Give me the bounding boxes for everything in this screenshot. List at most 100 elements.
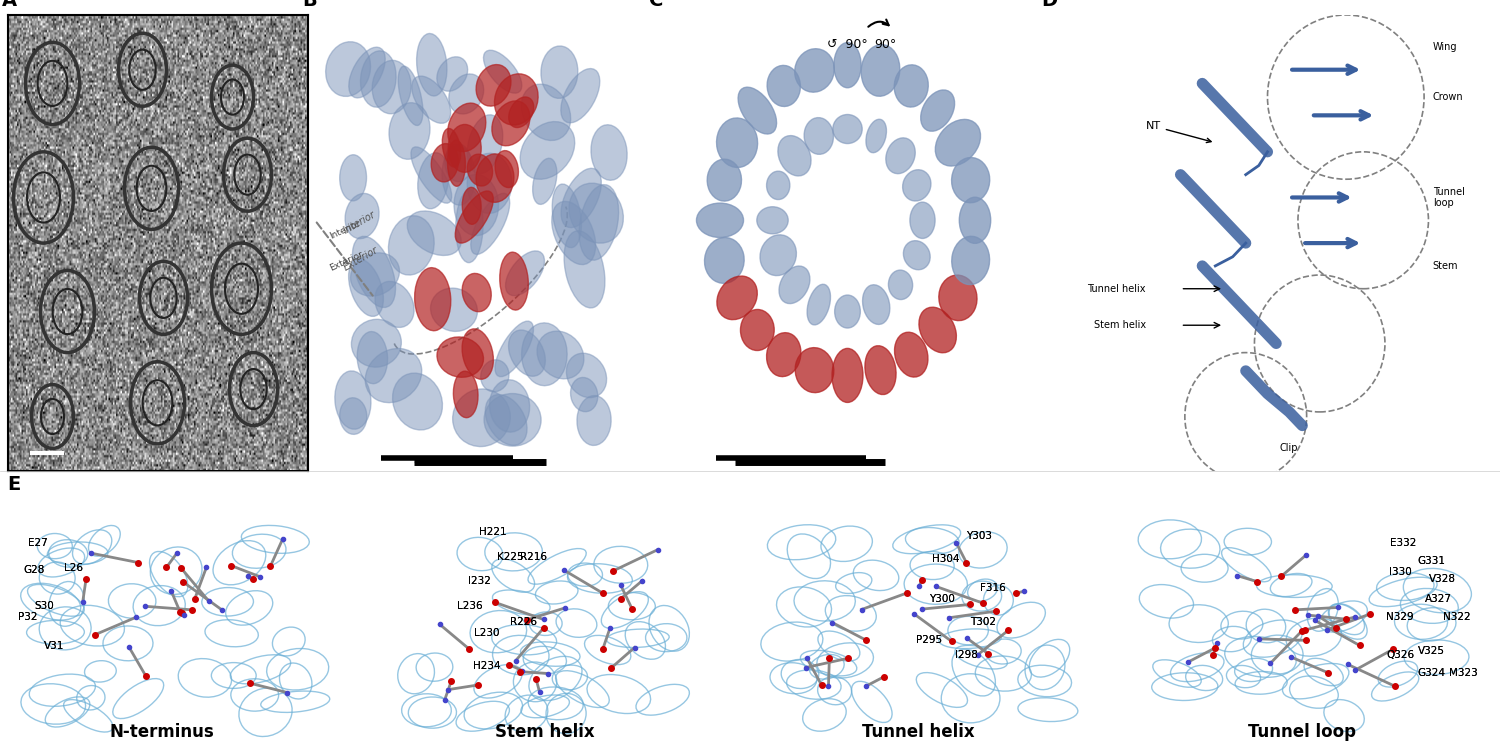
Text: K225: K225: [496, 551, 523, 562]
Ellipse shape: [348, 259, 384, 316]
Text: R216: R216: [520, 551, 548, 562]
Ellipse shape: [561, 69, 600, 123]
Ellipse shape: [522, 323, 567, 386]
Ellipse shape: [398, 67, 423, 126]
Text: A327: A327: [1425, 594, 1452, 604]
Ellipse shape: [372, 61, 411, 114]
Text: V325: V325: [1418, 646, 1444, 656]
Ellipse shape: [506, 251, 544, 295]
Text: B: B: [302, 0, 316, 10]
Text: I232: I232: [468, 576, 490, 586]
Text: Wing: Wing: [1432, 42, 1458, 52]
Text: Y303: Y303: [966, 531, 993, 542]
Ellipse shape: [833, 114, 862, 144]
Ellipse shape: [453, 389, 510, 447]
Text: Tunnel
loop: Tunnel loop: [1432, 187, 1464, 208]
Ellipse shape: [442, 146, 476, 205]
Ellipse shape: [436, 57, 468, 91]
Ellipse shape: [804, 117, 834, 154]
Ellipse shape: [480, 360, 508, 392]
Text: H234: H234: [472, 661, 500, 672]
Ellipse shape: [456, 190, 483, 263]
Ellipse shape: [921, 90, 954, 131]
Ellipse shape: [388, 215, 433, 275]
Ellipse shape: [430, 144, 459, 182]
Text: L26: L26: [63, 562, 82, 573]
Ellipse shape: [717, 276, 758, 319]
Text: Interior: Interior: [342, 209, 378, 236]
Text: N322: N322: [1443, 612, 1470, 622]
Ellipse shape: [339, 155, 366, 201]
Ellipse shape: [951, 158, 990, 203]
Ellipse shape: [766, 333, 801, 376]
Text: Crown: Crown: [1432, 92, 1464, 102]
Text: K225: K225: [496, 551, 523, 562]
Text: M323: M323: [1449, 668, 1478, 678]
Text: NT: NT: [1146, 121, 1210, 143]
Ellipse shape: [542, 46, 578, 99]
Ellipse shape: [910, 202, 934, 239]
Ellipse shape: [447, 103, 486, 152]
Ellipse shape: [414, 268, 452, 331]
Text: E27: E27: [27, 538, 48, 548]
Text: Interior: Interior: [328, 218, 362, 241]
Ellipse shape: [834, 295, 861, 328]
Text: A327: A327: [1425, 594, 1452, 604]
Ellipse shape: [862, 285, 889, 325]
Ellipse shape: [570, 378, 598, 411]
Ellipse shape: [920, 307, 957, 353]
Ellipse shape: [834, 43, 861, 88]
Text: P295: P295: [916, 634, 942, 645]
Ellipse shape: [484, 393, 542, 446]
Ellipse shape: [468, 114, 502, 174]
Ellipse shape: [951, 236, 990, 284]
Ellipse shape: [522, 84, 570, 141]
Text: H221: H221: [480, 527, 507, 537]
Ellipse shape: [888, 270, 912, 299]
Ellipse shape: [430, 288, 477, 331]
Ellipse shape: [351, 253, 399, 296]
Text: I330: I330: [1389, 567, 1411, 577]
Text: Q326: Q326: [1386, 650, 1414, 660]
Ellipse shape: [552, 201, 596, 265]
Ellipse shape: [417, 34, 447, 96]
Ellipse shape: [903, 241, 930, 270]
Ellipse shape: [351, 319, 402, 367]
Ellipse shape: [939, 275, 976, 321]
Text: I330: I330: [1389, 567, 1411, 577]
Text: T302: T302: [970, 616, 996, 627]
Ellipse shape: [486, 395, 526, 445]
Ellipse shape: [454, 191, 494, 243]
Ellipse shape: [894, 65, 928, 107]
Text: T302: T302: [970, 616, 996, 627]
Ellipse shape: [442, 129, 460, 167]
Ellipse shape: [462, 274, 492, 312]
Text: M323: M323: [1449, 668, 1478, 678]
Text: F316: F316: [980, 583, 1006, 593]
Ellipse shape: [495, 150, 519, 188]
Text: N-terminus: N-terminus: [110, 723, 214, 741]
Text: Y300: Y300: [930, 594, 956, 604]
Ellipse shape: [350, 47, 386, 98]
Text: G331: G331: [1418, 556, 1446, 566]
Ellipse shape: [567, 353, 606, 398]
Ellipse shape: [758, 206, 788, 234]
Ellipse shape: [446, 144, 471, 182]
Text: C: C: [648, 0, 663, 10]
Ellipse shape: [579, 185, 618, 260]
Ellipse shape: [411, 147, 452, 203]
Ellipse shape: [564, 231, 604, 308]
Text: S30: S30: [34, 601, 54, 611]
Ellipse shape: [741, 310, 774, 351]
Ellipse shape: [375, 281, 414, 328]
Ellipse shape: [865, 119, 886, 153]
Text: S30: S30: [34, 601, 54, 611]
Text: F316: F316: [980, 583, 1006, 593]
Ellipse shape: [448, 74, 483, 114]
Text: H304: H304: [932, 554, 960, 564]
Ellipse shape: [696, 203, 744, 237]
Text: Y303: Y303: [966, 531, 993, 542]
Ellipse shape: [591, 125, 627, 180]
Text: V31: V31: [44, 641, 64, 652]
Text: V31: V31: [44, 641, 64, 652]
